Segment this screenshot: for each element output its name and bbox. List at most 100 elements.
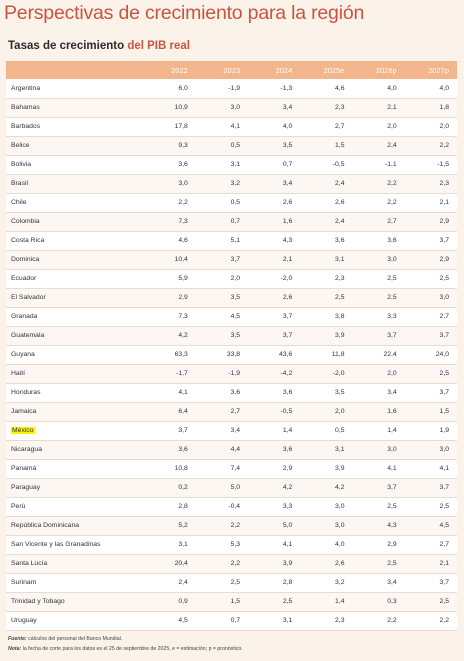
country-cell: Argentina: [6, 79, 144, 99]
value-cell: 2,7: [404, 535, 457, 555]
country-name: Paraguay: [11, 484, 41, 491]
value-cell: 1,9: [404, 421, 457, 441]
country-cell: Dominica: [6, 250, 144, 270]
value-cell: 3,2: [300, 573, 353, 593]
country-cell: Honduras: [6, 383, 144, 403]
country-name: San Vicente y las Granadinas: [11, 541, 101, 548]
value-cell: 3,0: [195, 98, 249, 118]
value-cell: 2,9: [143, 288, 196, 308]
header-2023: 2023: [223, 65, 241, 75]
value-cell: -0,5: [300, 155, 353, 175]
value-cell: 2,1: [404, 554, 457, 574]
table-row: Surinam 2,4 2,5 2,8 3,2 3,4 3,7: [6, 573, 457, 593]
value-cell: 3,4: [195, 421, 249, 441]
table-row: Barbados 17,8 4,1 4,0 2,7 2,0 2,0: [6, 117, 457, 137]
value-cell: 2,2: [352, 174, 405, 194]
country-name: Costa Rica: [11, 237, 45, 244]
value-cell: -1,9: [195, 79, 249, 99]
value-cell: 20,4: [143, 554, 196, 574]
value-cell: 10,9: [143, 98, 196, 118]
table-row: México 3,7 3,4 1,4 0,5 1,4 1,9: [6, 421, 457, 441]
footnote-note-text: la fecha de corte para los datos es el 2…: [21, 646, 243, 652]
value-cell: 3,4: [352, 573, 405, 593]
value-cell: 3,6: [248, 383, 301, 403]
value-cell: 1,4: [352, 421, 405, 441]
value-cell: 2,9: [352, 535, 405, 555]
value-cell: 2,4: [300, 174, 353, 194]
value-cell: 3,9: [300, 459, 353, 479]
value-cell: 3,1: [143, 535, 196, 555]
value-cell: -1,5: [404, 155, 457, 175]
header-2022: 2022: [171, 65, 188, 75]
country-name: Ecuador: [11, 275, 37, 282]
value-cell: 2,2: [195, 516, 249, 536]
country-cell: Nicaragua: [6, 440, 144, 460]
value-cell: 2,5: [352, 497, 405, 517]
value-cell: 5,2: [143, 516, 196, 536]
value-cell: 3,5: [300, 383, 353, 403]
table-row: Argentina 6,0 -1,9 -1,3 4,6 4,0 4,0: [6, 79, 457, 99]
table-row: Uruguay 4,5 0,7 3,1 2,3 2,2 2,2: [6, 611, 457, 631]
value-cell: 3,1: [300, 440, 353, 460]
value-cell: 2,5: [352, 554, 405, 574]
value-cell: 4,1: [195, 117, 249, 137]
country-cell: Guatemala: [6, 326, 144, 346]
country-cell: Barbados: [6, 117, 144, 137]
country-name: Belice: [11, 142, 30, 149]
page-title: Perspectivas de crecimiento para la regi…: [4, 2, 365, 24]
table-row: Bolivia 3,6 3,1 0,7 -0,5 -1,1 -1,5: [6, 155, 457, 175]
value-cell: 24,0: [404, 345, 457, 365]
table-row: Paraguay 0,2 5,0 4,2 4,2 3,7 3,7: [6, 478, 457, 498]
value-cell: -0,5: [248, 402, 301, 422]
value-cell: -1,3: [248, 79, 301, 99]
value-cell: 2,5: [404, 364, 457, 384]
value-cell: 3,0: [404, 288, 457, 308]
value-cell: 4,5: [195, 307, 249, 327]
country-cell: Santa Lucía: [6, 554, 144, 574]
value-cell: 2,1: [352, 98, 405, 118]
value-cell: 17,8: [143, 117, 196, 137]
table-row: Haití -1,7 -1,9 -4,2 -2,0 2,0 2,5: [6, 364, 457, 384]
value-cell: 4,0: [248, 117, 301, 137]
country-name: Granada: [11, 313, 38, 320]
value-cell: -1,9: [195, 364, 249, 384]
country-name: Colombia: [11, 218, 40, 225]
value-cell: 2,1: [404, 193, 457, 213]
table-row: Santa Lucía 20,4 2,2 3,9 2,6 2,5 2,1: [6, 554, 457, 574]
value-cell: 0,7: [195, 611, 249, 631]
value-cell: 1,8: [404, 98, 457, 118]
value-cell: 2,0: [352, 117, 405, 137]
country-cell: Paraguay: [6, 478, 144, 498]
table-row: Nicaragua 3,6 4,4 3,6 3,1 3,0 3,0: [6, 440, 457, 460]
subtitle-prefix: Tasas de crecimiento: [8, 40, 128, 52]
value-cell: 2,3: [404, 174, 457, 194]
value-cell: 3,5: [248, 136, 301, 156]
value-cell: 2,6: [248, 288, 301, 308]
value-cell: 3,0: [352, 440, 405, 460]
value-cell: 3,4: [248, 98, 301, 118]
header-country: [6, 61, 144, 79]
value-cell: 4,3: [248, 231, 301, 251]
value-cell: 2,6: [300, 554, 353, 574]
value-cell: 2,5: [195, 573, 249, 593]
value-cell: 4,3: [352, 516, 405, 536]
value-cell: 1,5: [404, 402, 457, 422]
value-cell: 5,9: [143, 269, 196, 289]
footnote-source-text: cálculos del personal del Banco Mundial.: [26, 636, 123, 642]
country-cell: Haití: [6, 364, 144, 384]
footnote-note: Nota: la fecha de corte para los datos e…: [8, 646, 243, 652]
value-cell: 4,1: [143, 383, 196, 403]
table-row: República Dominicana 5,2 2,2 5,0 3,0 4,3 4,5: [6, 516, 457, 536]
value-cell: 4,2: [300, 478, 353, 498]
country-name: Guatemala: [11, 332, 45, 339]
table-row: Ecuador 5,9 2,0 -2,0 2,3 2,5 2,5: [6, 269, 457, 289]
country-cell: Ecuador: [6, 269, 144, 289]
value-cell: 0,5: [300, 421, 353, 441]
value-cell: 2,4: [300, 212, 353, 232]
value-cell: 3,1: [195, 155, 249, 175]
value-cell: 7,3: [143, 212, 196, 232]
value-cell: 3,9: [300, 326, 353, 346]
value-cell: 7,3: [143, 307, 196, 327]
value-cell: 2,0: [352, 364, 405, 384]
value-cell: 3,7: [404, 478, 457, 498]
